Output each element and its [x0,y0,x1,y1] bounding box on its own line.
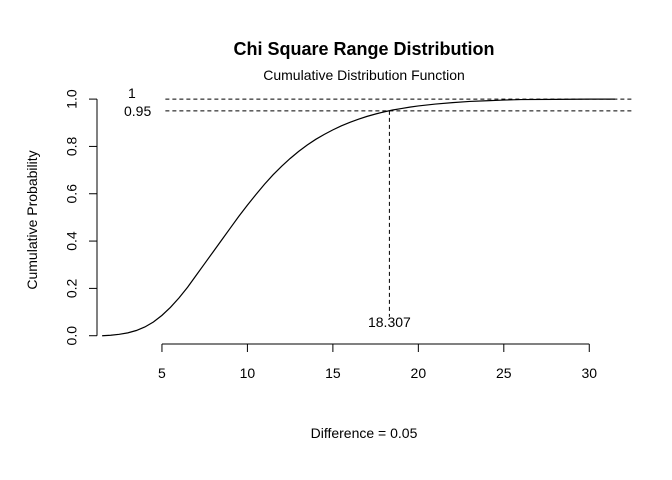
y-tick-label: 0.0 [64,326,80,346]
x-tick-label: 25 [496,365,512,381]
x-tick-label: 20 [411,365,427,381]
chart-title: Chi Square Range Distribution [233,39,494,59]
reference-label-horizontal: 1 [128,85,136,101]
x-axis-label: Difference = 0.05 [311,425,418,441]
x-tick-label: 10 [240,365,256,381]
y-tick-label: 0.8 [64,136,80,156]
y-tick-label: 0.4 [64,231,80,251]
chart-subtitle: Cumulative Distribution Function [263,67,465,83]
reference-label-horizontal: 0.95 [124,103,151,119]
cdf-curve-layer [102,98,615,337]
y-tick-label: 1.0 [64,89,80,109]
x-tick-label: 15 [325,365,341,381]
y-axis-label: Cumulative Probability [24,150,40,289]
x-tick-label: 5 [158,365,166,381]
reference-label-vertical: 18.307 [368,314,411,330]
reference-lines: 1 0.95 18.307 [124,85,632,330]
axes: 5 10 15 20 25 30 0.0 0.2 0.4 0.6 0.8 1.0 [64,89,598,381]
y-tick-label: 0.6 [64,184,80,204]
cdf-curve [102,98,615,337]
x-tick-label: 30 [581,365,597,381]
y-tick-label: 0.2 [64,278,80,298]
